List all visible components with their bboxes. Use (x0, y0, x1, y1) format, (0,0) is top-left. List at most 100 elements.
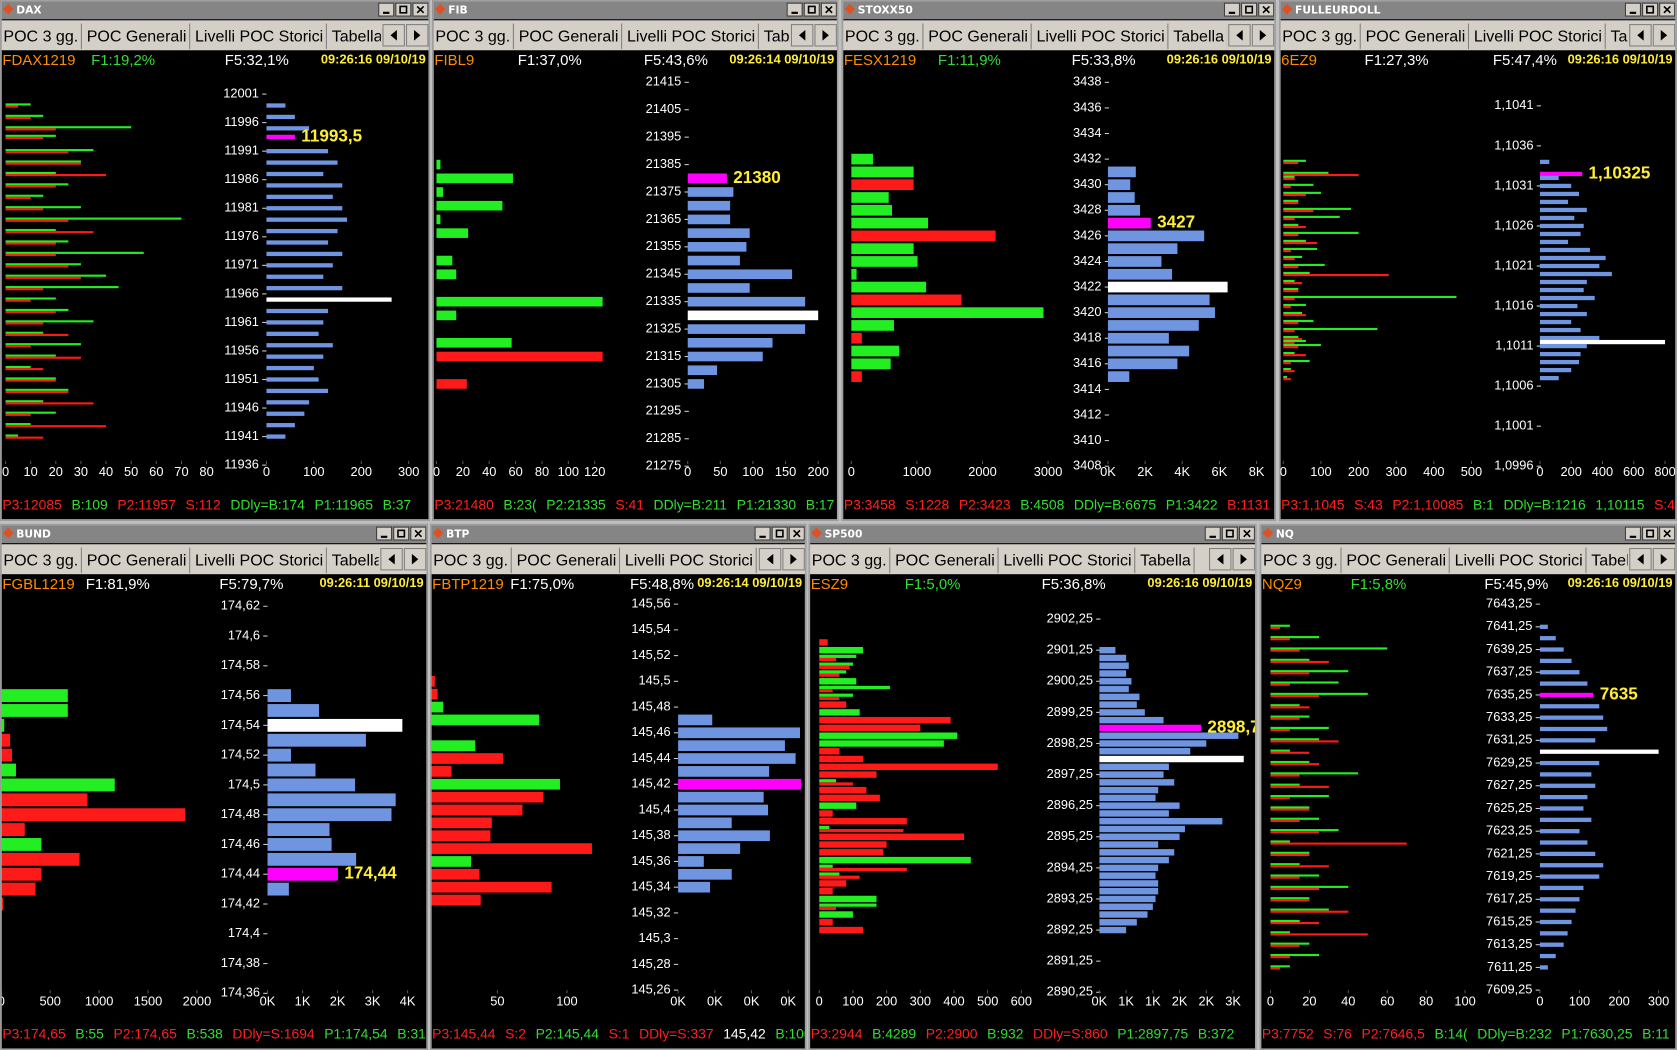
window-button[interactable] (1223, 2, 1241, 17)
x-tick-label: 120 (584, 464, 605, 479)
tab[interactable]: POC Generali (87, 552, 187, 570)
window-button[interactable] (1241, 2, 1258, 17)
tab[interactable]: POC 3 gg. (845, 28, 920, 46)
tab[interactable]: Livelli POC Storici (1037, 28, 1165, 46)
volume-bar (1539, 319, 1572, 325)
tab[interactable]: Livelli POC Storici (627, 28, 755, 46)
tab[interactable]: Tabella (1140, 552, 1191, 570)
timestamp: 09:26:11 09/10/19 (319, 575, 423, 590)
window-button[interactable] (393, 526, 410, 541)
window-button[interactable] (786, 2, 803, 17)
volume-bar (678, 778, 802, 790)
title-bar (0, 0, 431, 20)
window-button[interactable] (1221, 526, 1238, 541)
window-button[interactable] (1624, 2, 1641, 17)
tab[interactable]: POC Generali (1346, 552, 1446, 570)
tab[interactable]: POC Generali (517, 552, 617, 570)
volume-bar (678, 714, 713, 726)
tab[interactable]: POC 3 gg. (3, 552, 78, 570)
tab[interactable]: POC Generali (519, 28, 619, 46)
tab[interactable]: POC Generali (895, 552, 995, 570)
title-icon (811, 527, 822, 539)
volume-bar (266, 423, 295, 428)
sell-bar (1270, 967, 1281, 970)
volume-bar (1539, 183, 1572, 189)
price-tick-label: 3428 (1073, 202, 1102, 217)
buy-bar (1283, 303, 1306, 307)
tab[interactable]: POC 3 gg. (1282, 28, 1357, 46)
window-button[interactable] (1204, 526, 1221, 541)
poc-label: 174,44 (344, 864, 397, 883)
volume-bar (266, 297, 392, 302)
volume-bar (1539, 343, 1587, 349)
window-button[interactable] (395, 2, 412, 17)
footer-item: B:100 (775, 1026, 812, 1042)
volume-bar (1099, 732, 1239, 739)
tab[interactable]: Tabella (1173, 28, 1224, 46)
window-button[interactable] (1642, 526, 1659, 541)
buy-bar (5, 183, 69, 186)
panel-border (1279, 0, 1677, 521)
footer-item: DDly=S:860 (1033, 1026, 1108, 1042)
window-button[interactable] (771, 526, 788, 541)
sell-bar (819, 716, 951, 724)
volume-bar (1099, 872, 1156, 879)
footer-item: P1:11965 (315, 496, 374, 512)
volume-bar (266, 388, 329, 394)
x-tick-label: 40 (482, 464, 496, 479)
x-tick-label: 1000 (85, 993, 114, 1008)
window-button[interactable] (378, 2, 395, 17)
x-tick-label: 1000 (903, 464, 932, 479)
tab[interactable]: POC 3 gg. (435, 28, 510, 46)
buy-bar (1283, 279, 1295, 283)
panel: STOXX50 POC 3 gg. POC Generali Livelli POC … (841, 0, 1276, 521)
panel: NQ POC 3 gg. POC Generali Livelli POC Stori… (1259, 523, 1677, 1050)
tab[interactable]: POC 3 gg. (812, 552, 887, 570)
volume-bar (1107, 345, 1190, 357)
volume-bar (1539, 175, 1559, 181)
tab[interactable]: Livelli POC Storici (1003, 552, 1131, 570)
tab[interactable]: Livelli POC Storici (625, 552, 753, 570)
f1: F1:37,0% (518, 52, 582, 69)
x-tick-label: 50 (713, 464, 727, 479)
window-button[interactable] (1624, 526, 1641, 541)
buy-bar (5, 194, 44, 197)
sell-bar (5, 436, 44, 439)
tab[interactable]: Livelli POC Storici (195, 28, 323, 46)
tab[interactable]: Tabella (332, 552, 383, 570)
price-tick-label: 145,46 (631, 724, 670, 739)
sell-bar (5, 208, 44, 211)
window-button[interactable] (803, 2, 820, 17)
tab[interactable]: POC 3 gg. (433, 552, 508, 570)
price-tick-label: 21335 (646, 293, 682, 308)
price-tick-label: 1,1011 (1495, 337, 1533, 352)
tab[interactable]: POC Generali (87, 28, 187, 46)
footer-item: S:43 (1354, 496, 1383, 512)
x-tick-label: 0 (1267, 993, 1274, 1008)
buy-bar (5, 114, 44, 117)
tab[interactable]: Tabella (332, 28, 383, 46)
buy-bar (5, 423, 31, 426)
buy-bar (1270, 636, 1320, 639)
tab[interactable]: Livelli POC Storici (1474, 28, 1602, 46)
title-bar (1279, 0, 1677, 20)
tab[interactable]: POC 3 gg. (1263, 552, 1338, 570)
footer-item: DDly=B:1216 (1504, 496, 1587, 512)
tab[interactable]: Livelli POC Storici (195, 552, 323, 570)
buy-bar (436, 310, 457, 321)
window-button[interactable] (376, 526, 393, 541)
maximize-glyph (1245, 5, 1254, 14)
window-button[interactable] (1642, 2, 1659, 17)
volume-bar (1099, 771, 1164, 778)
x-tick-label: 0 (0, 993, 5, 1008)
tab[interactable]: POC Generali (928, 28, 1028, 46)
window-button[interactable] (754, 526, 771, 541)
sell-bar (1283, 193, 1306, 197)
price-tick-label: 145,34 (631, 879, 670, 894)
tab[interactable]: Livelli POC Storici (1455, 552, 1583, 570)
symbol: FBTP1219 (432, 576, 503, 593)
footer-item: B:31 (397, 1026, 426, 1042)
sell-bar (1270, 626, 1281, 629)
tab[interactable]: POC 3 gg. (3, 28, 78, 46)
tab[interactable]: POC Generali (1366, 28, 1466, 46)
